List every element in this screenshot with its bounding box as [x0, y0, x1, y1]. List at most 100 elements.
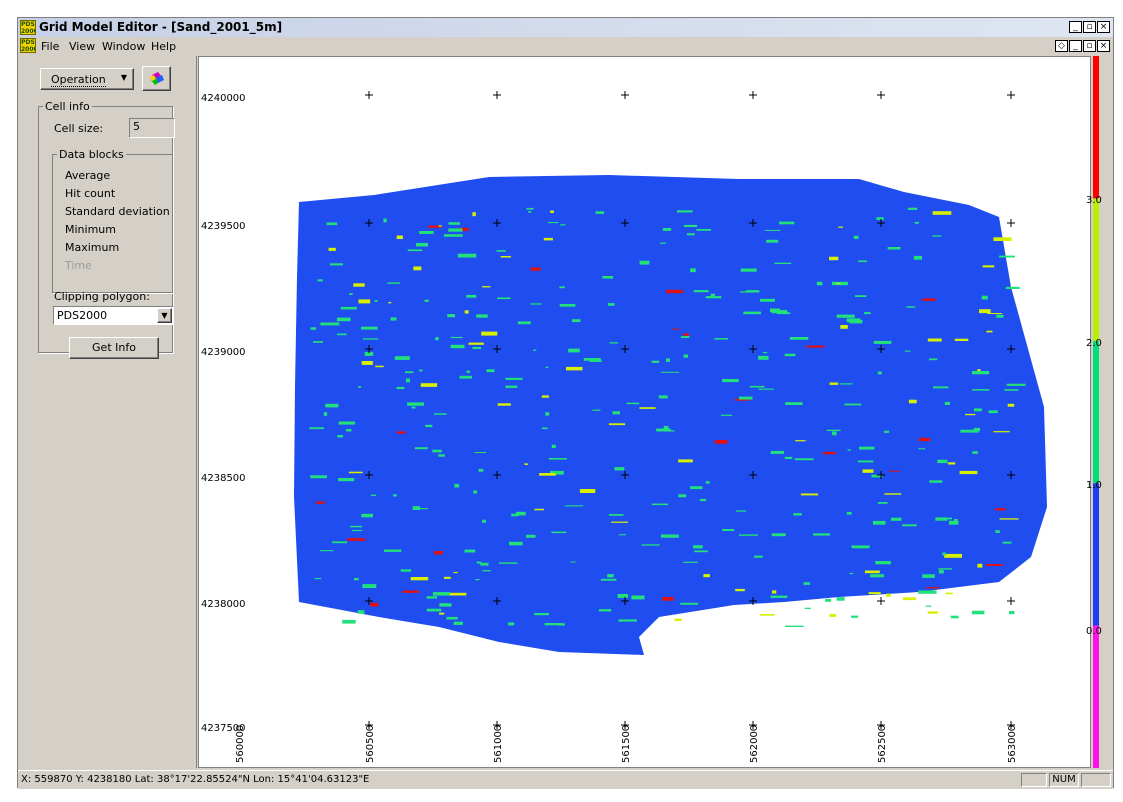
coverage-speckle: [434, 551, 443, 555]
child-close-icon[interactable]: ×: [1097, 40, 1110, 52]
coverage-speckle: [393, 494, 397, 497]
data-block-hit-count[interactable]: Hit count: [65, 187, 116, 200]
coverage-speckle: [829, 614, 837, 617]
coverage-speckle: [346, 429, 352, 432]
coverage-speckle: [971, 371, 990, 375]
clipping-polygon-select[interactable]: PDS2000 ▼: [53, 306, 174, 325]
coverage-speckle: [785, 625, 804, 627]
coverage-speckle: [453, 571, 458, 574]
coverage-speckle: [690, 268, 696, 273]
coverage-speckle: [660, 242, 666, 244]
chevron-down-icon[interactable]: ▼: [157, 308, 172, 323]
restore-icon[interactable]: ▫: [1083, 21, 1096, 33]
coverage-speckle: [550, 470, 564, 475]
menu-file[interactable]: File: [41, 40, 60, 53]
grid-map[interactable]: 4240000 4239500 4239000 4238500 4238000 42375…: [199, 57, 1090, 767]
coverage-speckle: [776, 312, 791, 315]
menu-view[interactable]: View: [69, 40, 96, 53]
coverage-speckle: [973, 427, 981, 431]
cell-info-legend: Cell info: [45, 100, 90, 113]
color-palette-button[interactable]: [142, 66, 171, 91]
coverage-speckle: [926, 587, 940, 589]
title-bar[interactable]: PDS 2000 Grid Model Editor - [Sand_2001_…: [18, 18, 1113, 37]
data-block-average[interactable]: Average: [65, 169, 111, 182]
color-scale-segment: [1093, 56, 1099, 199]
color-scale-segment: [1093, 483, 1099, 626]
grid-plot-area[interactable]: 4240000 4239500 4239000 4238500 4238000 42375…: [198, 56, 1091, 768]
data-block-standard-deviation[interactable]: Standard deviation: [65, 205, 170, 218]
menu-window[interactable]: Window: [102, 40, 146, 53]
coverage-speckle: [835, 283, 841, 285]
coverage-speckle: [886, 593, 891, 597]
coverage-speckle: [551, 444, 556, 449]
coverage-speckle: [804, 607, 811, 609]
coverage-speckle: [829, 382, 839, 385]
coverage-speckle: [511, 513, 519, 517]
coverage-speckle: [407, 249, 423, 252]
coverage-speckle: [517, 321, 531, 325]
coverage-speckle: [476, 314, 488, 318]
coverage-speckle: [353, 283, 365, 287]
coverage-speckle: [735, 398, 750, 401]
chevron-down-icon: ▼: [120, 73, 127, 82]
coverage-speckle: [459, 375, 472, 379]
close-icon[interactable]: ×: [1097, 21, 1110, 33]
coverage-speckle: [753, 555, 763, 558]
coverage-speckle: [743, 311, 761, 315]
coverage-speckle: [651, 503, 669, 506]
coverage-speckle: [309, 427, 324, 430]
coverage-speckle: [310, 475, 327, 479]
coverage-speckle: [612, 411, 620, 415]
coverage-speckle: [971, 610, 985, 615]
menu-help[interactable]: Help: [151, 40, 177, 53]
data-block-minimum[interactable]: Minimum: [65, 223, 116, 236]
coverage-speckle: [526, 534, 536, 538]
menu-bar: PDS 2000 File View Window Help ◇ _ ▫ ×: [18, 37, 1113, 55]
coverage-speckle: [987, 313, 1002, 314]
minimize-icon[interactable]: _: [1069, 21, 1082, 33]
get-info-button[interactable]: Get Info: [69, 337, 159, 359]
coverage-speckle: [639, 260, 650, 265]
coverage-speckle: [387, 282, 400, 284]
coverage-speckle: [583, 358, 601, 361]
coverage-speckle: [862, 469, 874, 473]
coverage-speckle: [405, 371, 414, 374]
x-tick-label: 562000: [749, 725, 760, 763]
coverage-speckle: [497, 297, 511, 300]
pin-icon[interactable]: ◇: [1055, 40, 1068, 52]
child-restore-icon[interactable]: ▫: [1083, 40, 1096, 52]
coverage-speckle: [541, 427, 548, 430]
coverage-speckle: [995, 508, 1006, 511]
coverage-speckle: [559, 304, 576, 307]
coverage-speckle: [919, 437, 931, 442]
coverage-speckle: [533, 349, 537, 351]
operation-button[interactable]: Operation ▼: [40, 68, 134, 90]
coverage-speckle: [847, 449, 852, 451]
coverage-speckle: [439, 603, 452, 607]
coverage-speckle: [839, 383, 853, 385]
coverage-speckle: [840, 325, 848, 329]
coverage-speckle: [683, 224, 698, 227]
coverage-speckle: [972, 451, 978, 454]
coverage-speckle: [884, 493, 902, 495]
coverage-speckle: [922, 298, 936, 301]
coverage-speckle: [714, 439, 728, 444]
coverage-speckle: [918, 448, 926, 450]
coverage-speckle: [762, 352, 768, 354]
color-scale-segment: [1093, 198, 1099, 341]
document-icon[interactable]: PDS 2000: [20, 38, 36, 53]
coverage-speckle: [340, 306, 357, 310]
coverage-speckle: [887, 247, 901, 250]
data-block-maximum[interactable]: Maximum: [65, 241, 120, 254]
coverage-speckle: [954, 519, 958, 523]
coverage-speckle: [448, 228, 463, 232]
coverage-speckle: [774, 262, 792, 264]
coverage-speckle: [347, 538, 366, 541]
coverage-speckle: [696, 229, 711, 231]
cell-size-field[interactable]: 5: [129, 118, 175, 138]
coverage-speckle: [547, 222, 559, 224]
child-minimize-icon[interactable]: _: [1069, 40, 1082, 52]
coverage-speckle: [446, 616, 458, 620]
coverage-speckle: [364, 352, 374, 356]
coverage-speckle: [357, 610, 365, 614]
